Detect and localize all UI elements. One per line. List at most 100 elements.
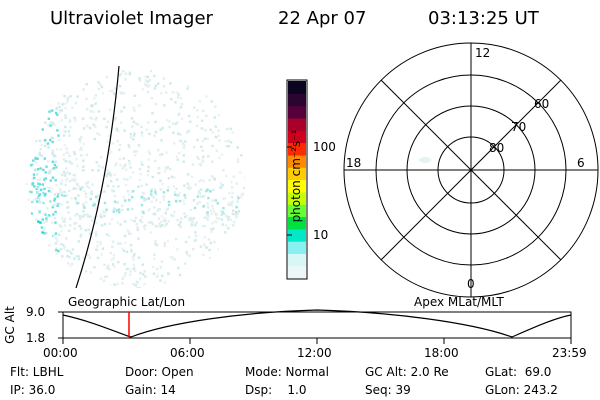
emission-pixel [205,95,208,98]
emission-pixel [95,195,98,199]
emission-pixel [199,188,203,191]
emission-pixel [108,108,112,111]
emission-pixel [127,159,131,163]
emission-pixel [167,200,171,204]
emission-pixel [178,199,182,203]
emission-pixel [103,263,106,267]
emission-pixel [186,87,189,90]
emission-pixel [221,223,224,226]
emission-pixel [154,243,157,246]
emission-pixel [206,188,209,191]
emission-pixel [71,248,75,251]
emission-pixel [161,274,164,278]
emission-pixel [201,149,204,152]
emission-pixel [159,201,162,204]
emission-pixel [169,167,172,171]
emission-pixel [53,193,57,196]
emission-pixel [170,98,173,101]
emission-pixel [180,139,183,143]
info-dsp: Dsp: 1.0 [245,383,307,397]
emission-pixel [175,91,178,94]
emission-pixel [188,254,192,257]
emission-pixel [162,195,165,199]
emission-pixel [160,260,164,263]
emission-pixel [208,190,212,193]
emission-pixel [59,188,62,191]
emission-pixel [140,203,144,207]
emission-pixel [44,177,47,180]
emission-pixel [40,226,44,229]
polar-aurora-patch [419,157,431,163]
emission-pixel [123,177,126,181]
emission-pixel [144,275,147,278]
emission-pixel [99,215,103,218]
emission-pixel [162,198,165,201]
polar-plot [343,42,599,298]
emission-pixel [168,203,171,207]
emission-pixel [92,216,96,219]
emission-pixel [232,224,235,227]
emission-pixel [48,171,51,175]
emission-pixel [83,206,86,209]
geographic-caption: Geographic Lat/Lon [68,295,186,309]
emission-pixel [237,197,240,200]
emission-pixel [135,280,138,283]
emission-pixel [66,96,70,99]
time-tick-0600: 06:00 [170,346,205,360]
emission-pixel [43,226,46,229]
terminator-line [75,65,120,289]
emission-pixel [175,200,178,203]
emission-pixel [236,146,239,149]
colorbar-band [288,216,306,230]
emission-pixel [130,117,134,120]
emission-pixel [183,143,186,147]
emission-pixel [167,220,170,223]
emission-pixel [158,153,162,157]
emission-pixel [190,223,193,227]
emission-pixel [117,130,120,133]
emission-pixel [163,241,166,245]
emission-pixel [183,184,186,187]
emission-pixel [197,157,200,160]
emission-pixel [67,151,70,154]
emission-pixel [133,94,137,97]
emission-pixel [130,250,133,253]
emission-pixel [202,253,205,256]
emission-pixel [56,204,59,207]
emission-pixel [96,256,100,260]
emission-pixel [158,222,161,225]
emission-pixel [104,211,108,214]
emission-pixel [179,221,182,224]
emission-pixel [80,136,83,139]
emission-pixel [131,171,135,174]
emission-pixel [100,156,103,159]
emission-pixel [63,224,67,227]
emission-pixel [105,208,108,211]
emission-pixel [215,135,218,139]
emission-pixel [82,159,85,162]
emission-pixel [160,220,163,224]
emission-pixel [194,238,197,242]
emission-pixel [189,186,192,190]
emission-pixel [182,160,185,163]
emission-pixel [211,131,214,134]
emission-pixel [53,199,56,202]
emission-pixel [187,129,190,133]
emission-pixel [51,151,54,155]
emission-pixel [128,145,131,149]
emission-pixel [209,256,212,260]
emission-pixel [86,215,90,219]
emission-pixel [135,223,138,226]
colorbar-frame [286,79,308,280]
emission-pixel [108,90,112,93]
emission-pixel [80,233,83,236]
emission-pixel [99,277,103,280]
emission-pixel [150,190,153,193]
emission-pixel [137,256,141,259]
mlt-label-0: 0 [467,277,475,291]
emission-pixel [132,138,135,141]
emission-pixel [147,221,151,224]
emission-pixel [84,192,87,195]
emission-pixel [163,104,166,107]
emission-pixel [60,203,63,206]
